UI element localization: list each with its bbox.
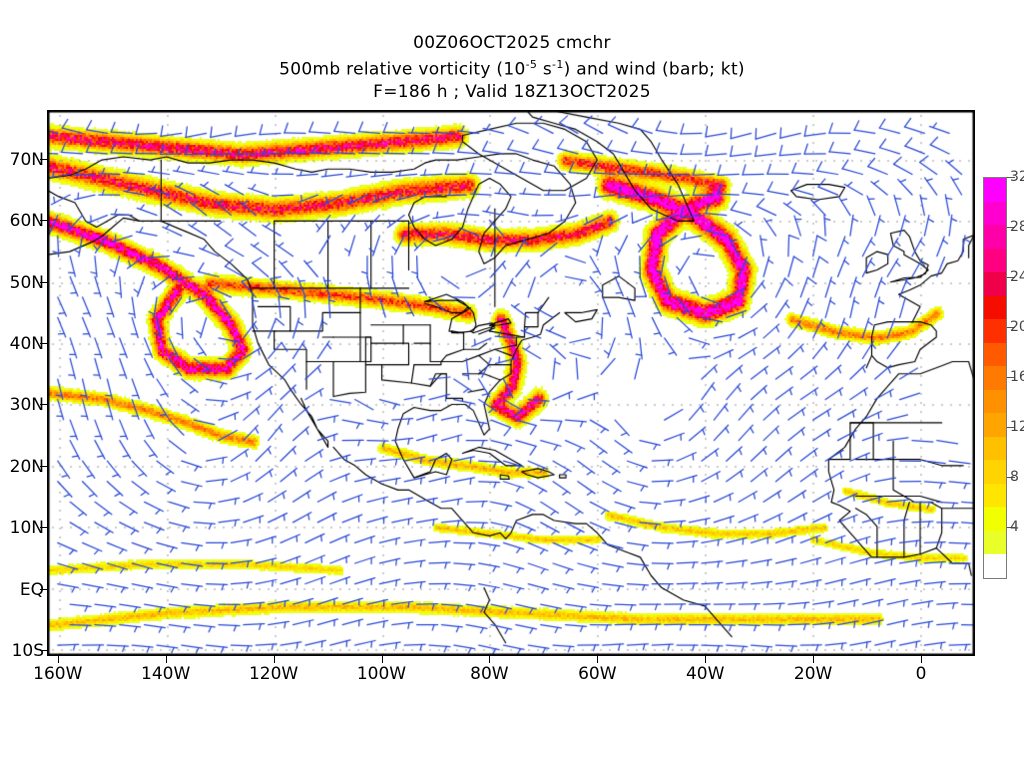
colorbar-label-20: 20 (1010, 319, 1024, 335)
colorbar-band (984, 272, 1006, 296)
colorbar-label-12: 12 (1010, 419, 1024, 435)
colorbar-band (984, 319, 1006, 343)
title-line-valid: F=186 h ; Valid 18Z13OCT2025 (373, 81, 651, 102)
longitude-label-20W: 20W (793, 664, 833, 684)
colorbar-label-28: 28 (1010, 219, 1024, 235)
colorbar-tick (1007, 177, 1015, 178)
title-exponent-2: -1 (552, 58, 564, 71)
latitude-tick (40, 281, 47, 283)
longitude-tick (273, 656, 275, 663)
longitude-tick (489, 656, 491, 663)
longitude-label-140W: 140W (141, 664, 191, 684)
latitude-label-20N: 20N (9, 456, 44, 477)
longitude-label-120W: 120W (248, 664, 299, 684)
colorbar-tick (1007, 527, 1015, 528)
latitude-label-40N: 40N (9, 334, 44, 355)
title-line-field: 500mb relative vorticity (10-5 s-1) and … (0, 54, 1024, 81)
longitude-label-0: 0 (915, 664, 927, 684)
colorbar-band (984, 413, 1006, 437)
colorbar-band (984, 507, 1006, 531)
colorbar-band (984, 178, 1006, 202)
longitude-tick (921, 656, 923, 663)
colorbar-band (984, 530, 1006, 555)
longitude-label-40W: 40W (685, 664, 725, 684)
colorbar-tick (1007, 327, 1015, 328)
colorbar-band (984, 483, 1006, 508)
colorbar-tick (1007, 427, 1015, 428)
latitude-label-30N: 30N (9, 395, 44, 416)
latitude-tick (40, 404, 47, 406)
longitude-tick (165, 656, 167, 663)
colorbar-tick (1007, 477, 1015, 478)
colorbar-label-4: 4 (1010, 519, 1019, 535)
longitude-label-80W: 80W (470, 664, 509, 684)
latitude-tick (40, 343, 47, 345)
colorbar-band (984, 342, 1006, 367)
colorbar-label-8: 8 (1010, 469, 1019, 485)
map-plot-area[interactable] (47, 110, 975, 656)
longitude-tick (57, 656, 59, 663)
latitude-label-70N: 70N (9, 150, 44, 171)
vorticity-colorbar[interactable] (983, 177, 1007, 579)
longitude-label-100W: 100W (356, 664, 407, 684)
colorbar-band (984, 295, 1006, 320)
longitude-label-160W: 160W (33, 664, 83, 684)
longitude-label-60W: 60W (578, 664, 617, 684)
latitude-tick (40, 649, 47, 651)
colorbar-tick (1007, 227, 1015, 228)
title-line-model: 00Z06OCT2025 cmchr (413, 33, 611, 53)
colorbar-band (984, 366, 1006, 390)
chart-title-block: 00Z06OCT2025 cmchr 500mb relative vortic… (0, 32, 1024, 103)
latitude-label-10N: 10N (9, 518, 44, 539)
colorbar-label-24: 24 (1010, 269, 1024, 285)
colorbar-band (984, 460, 1006, 484)
latitude-tick (40, 588, 47, 590)
latitude-tick (40, 159, 47, 161)
latitude-tick (40, 465, 47, 467)
colorbar-band (984, 248, 1006, 273)
colorbar-band (984, 389, 1006, 414)
title-field-mid: s (537, 59, 553, 80)
colorbar-band (984, 436, 1006, 461)
longitude-tick (813, 656, 815, 663)
colorbar-label-32: 32 (1010, 169, 1024, 185)
latitude-label-EQ: EQ (19, 579, 44, 600)
title-field-suffix: ) and wind (barb; kt) (563, 59, 745, 80)
colorbar-band (984, 554, 1006, 578)
longitude-tick (597, 656, 599, 663)
latitude-tick (40, 220, 47, 222)
latitude-label-50N: 50N (9, 272, 44, 293)
colorbar-band (984, 201, 1006, 226)
colorbar-tick (1007, 277, 1015, 278)
latitude-label-10S: 10S (11, 640, 44, 661)
vorticity-wind-canvas (48, 111, 974, 655)
latitude-label-60N: 60N (9, 211, 44, 232)
longitude-tick (705, 656, 707, 663)
title-exponent-1: -5 (525, 58, 538, 71)
latitude-tick (40, 527, 47, 529)
colorbar-label-16: 16 (1010, 369, 1024, 385)
colorbar-tick (1007, 377, 1015, 378)
longitude-tick (381, 656, 383, 663)
title-field-prefix: 500mb relative vorticity (10 (279, 59, 526, 80)
colorbar-band (984, 225, 1006, 249)
